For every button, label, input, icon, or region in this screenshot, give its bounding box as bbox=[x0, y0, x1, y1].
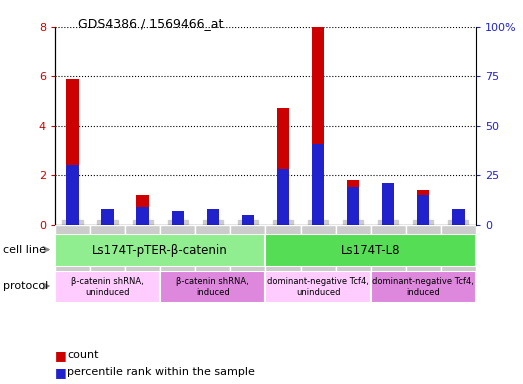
Bar bbox=[336, 225, 371, 275]
Bar bbox=[417, 195, 429, 225]
Bar bbox=[406, 225, 441, 275]
Text: count: count bbox=[67, 350, 98, 360]
Bar bbox=[265, 225, 301, 275]
Bar bbox=[265, 271, 371, 303]
Bar bbox=[312, 144, 324, 225]
Bar bbox=[277, 169, 289, 225]
Bar bbox=[207, 209, 219, 225]
Bar bbox=[265, 234, 476, 267]
Bar bbox=[452, 209, 464, 225]
Bar bbox=[382, 186, 394, 225]
Bar bbox=[371, 271, 476, 303]
Bar bbox=[101, 217, 113, 225]
Bar bbox=[312, 27, 324, 225]
Bar bbox=[417, 190, 429, 225]
Bar bbox=[242, 215, 254, 225]
Bar bbox=[277, 108, 289, 225]
Bar bbox=[137, 207, 149, 225]
Bar bbox=[125, 225, 160, 275]
Bar bbox=[66, 166, 78, 225]
Bar bbox=[207, 214, 219, 225]
Text: Ls174T-L8: Ls174T-L8 bbox=[341, 244, 401, 257]
Bar bbox=[172, 211, 184, 225]
Text: ■: ■ bbox=[55, 366, 66, 379]
Text: β-catenin shRNA,
uninduced: β-catenin shRNA, uninduced bbox=[71, 277, 144, 297]
Text: dominant-negative Tcf4,
induced: dominant-negative Tcf4, induced bbox=[372, 277, 474, 297]
Bar bbox=[55, 271, 160, 303]
Bar bbox=[160, 271, 265, 303]
Text: GDS4386 / 1569466_at: GDS4386 / 1569466_at bbox=[78, 17, 224, 30]
Bar bbox=[160, 225, 195, 275]
Text: β-catenin shRNA,
induced: β-catenin shRNA, induced bbox=[176, 277, 249, 297]
Bar bbox=[371, 225, 406, 275]
Bar bbox=[55, 225, 90, 275]
Bar bbox=[452, 209, 464, 225]
Bar bbox=[90, 225, 125, 275]
Bar bbox=[301, 225, 336, 275]
Text: percentile rank within the sample: percentile rank within the sample bbox=[67, 367, 255, 377]
Text: protocol: protocol bbox=[3, 281, 48, 291]
Bar bbox=[230, 225, 265, 275]
Bar bbox=[101, 209, 113, 225]
Text: cell line: cell line bbox=[3, 245, 46, 255]
Text: ■: ■ bbox=[55, 349, 66, 362]
Bar bbox=[382, 183, 394, 225]
Bar bbox=[347, 180, 359, 225]
Bar bbox=[55, 234, 265, 267]
Bar bbox=[137, 195, 149, 225]
Bar bbox=[195, 225, 230, 275]
Bar bbox=[242, 218, 254, 225]
Text: dominant-negative Tcf4,
uninduced: dominant-negative Tcf4, uninduced bbox=[267, 277, 369, 297]
Bar bbox=[441, 225, 476, 275]
Bar bbox=[66, 79, 78, 225]
Bar bbox=[347, 187, 359, 225]
Text: Ls174T-pTER-β-catenin: Ls174T-pTER-β-catenin bbox=[92, 244, 228, 257]
Bar bbox=[172, 216, 184, 225]
